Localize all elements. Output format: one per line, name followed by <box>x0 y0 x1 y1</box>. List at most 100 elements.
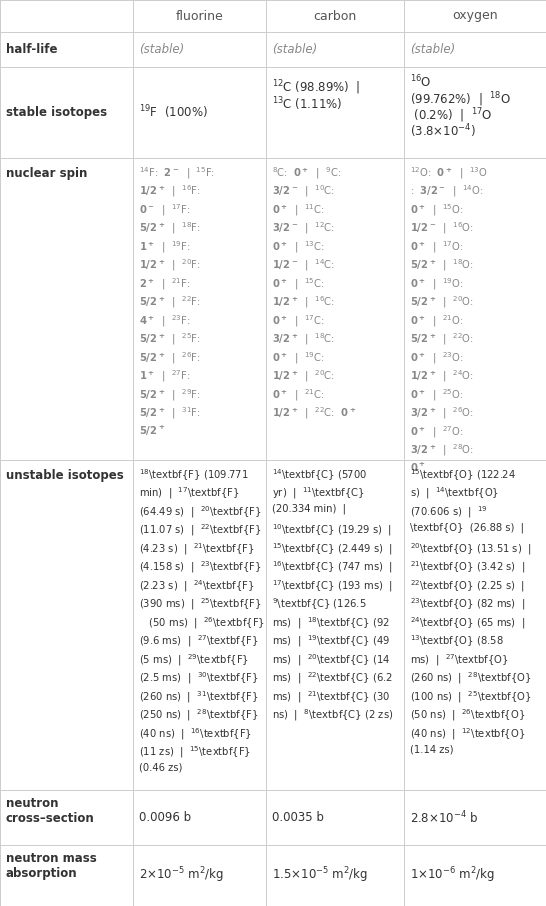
Text: $^{12}$C (98.89%)  |: $^{12}$C (98.89%) | <box>272 78 360 97</box>
Text: (0.2%)  |  $^{17}$O: (0.2%) | $^{17}$O <box>410 106 492 125</box>
Text: (99.762%)  |  $^{18}$O: (99.762%) | $^{18}$O <box>410 90 511 109</box>
Text: 0.0096 b: 0.0096 b <box>139 811 191 824</box>
Text: half-life: half-life <box>6 43 57 56</box>
Text: $\mathbf{0^+}$: $\mathbf{0^+}$ <box>410 461 425 474</box>
Text: (50 ns)  |  $^{26}$\textbf{O}: (50 ns) | $^{26}$\textbf{O} <box>410 708 525 723</box>
Text: (4.158 s)  |  $^{23}$\textbf{F}: (4.158 s) | $^{23}$\textbf{F} <box>139 560 262 575</box>
Text: (0.46 zs): (0.46 zs) <box>139 763 182 773</box>
Text: :  $\mathbf{3/2^-}$  |  $^{14}$O:: : $\mathbf{3/2^-}$ | $^{14}$O: <box>410 184 484 199</box>
Text: $^{20}$\textbf{O} (13.51 s)  |: $^{20}$\textbf{O} (13.51 s) | <box>410 541 532 557</box>
Text: (2.23 s)  |  $^{24}$\textbf{F}: (2.23 s) | $^{24}$\textbf{F} <box>139 578 255 593</box>
Text: (40 ns)  |  $^{12}$\textbf{O}: (40 ns) | $^{12}$\textbf{O} <box>410 726 525 742</box>
Text: (5 ms)  |  $^{29}$\textbf{F}: (5 ms) | $^{29}$\textbf{F} <box>139 652 249 668</box>
Text: $^{14}$F:  $\mathbf{2^-}$  |  $^{15}$F:: $^{14}$F: $\mathbf{2^-}$ | $^{15}$F: <box>139 165 215 181</box>
Text: $^{14}$\textbf{C} (5700: $^{14}$\textbf{C} (5700 <box>272 467 367 483</box>
Text: $\mathbf{5/2^+}$  |  $^{22}$O:: $\mathbf{5/2^+}$ | $^{22}$O: <box>410 332 474 347</box>
Text: $^{15}$\textbf{O} (122.24: $^{15}$\textbf{O} (122.24 <box>410 467 516 483</box>
Text: ms)  |  $^{20}$\textbf{C} (14: ms) | $^{20}$\textbf{C} (14 <box>272 652 390 668</box>
Text: (40 ns)  |  $^{16}$\textbf{F}: (40 ns) | $^{16}$\textbf{F} <box>139 726 252 742</box>
Text: $\mathbf{1/2^+}$  |  $^{20}$C:: $\mathbf{1/2^+}$ | $^{20}$C: <box>272 369 335 384</box>
Text: $\mathbf{3/2^-}$  |  $^{12}$C:: $\mathbf{3/2^-}$ | $^{12}$C: <box>272 220 335 236</box>
Text: $^{18}$\textbf{F} (109.771: $^{18}$\textbf{F} (109.771 <box>139 467 248 483</box>
Text: $\mathbf{2^+}$  |  $^{21}$F:: $\mathbf{2^+}$ | $^{21}$F: <box>139 276 190 292</box>
Text: carbon: carbon <box>313 9 357 23</box>
Text: 2$\times$10$^{-5}$ m$^2$/kg: 2$\times$10$^{-5}$ m$^2$/kg <box>139 866 224 885</box>
Text: $\mathbf{5/2^+}$  |  $^{22}$F:: $\mathbf{5/2^+}$ | $^{22}$F: <box>139 294 201 310</box>
Text: $^{15}$\textbf{C} (2.449 s)  |: $^{15}$\textbf{C} (2.449 s) | <box>272 541 393 557</box>
Text: (1.14 zs): (1.14 zs) <box>410 745 454 755</box>
Text: $\mathbf{1/2^+}$  |  $^{24}$O:: $\mathbf{1/2^+}$ | $^{24}$O: <box>410 369 474 384</box>
Text: oxygen: oxygen <box>452 9 498 23</box>
Text: $\mathbf{0^+}$  |  $^{25}$O:: $\mathbf{0^+}$ | $^{25}$O: <box>410 387 464 403</box>
Text: $\mathbf{3/2^+}$  |  $^{18}$C:: $\mathbf{3/2^+}$ | $^{18}$C: <box>272 332 335 347</box>
Text: $\mathbf{3/2^-}$  |  $^{10}$C:: $\mathbf{3/2^-}$ | $^{10}$C: <box>272 184 335 199</box>
Text: (260 ns)  |  $^{28}$\textbf{O}: (260 ns) | $^{28}$\textbf{O} <box>410 670 532 687</box>
Text: $\mathbf{1/2^-}$  |  $^{16}$O:: $\mathbf{1/2^-}$ | $^{16}$O: <box>410 220 474 236</box>
Text: (70.606 s)  |  $^{19}$: (70.606 s) | $^{19}$ <box>410 504 488 520</box>
Text: ms)  |  $^{18}$\textbf{C} (92: ms) | $^{18}$\textbf{C} (92 <box>272 615 390 631</box>
Text: $\mathbf{3/2^+}$  |  $^{26}$O:: $\mathbf{3/2^+}$ | $^{26}$O: <box>410 406 474 421</box>
Text: $\mathbf{0^+}$  |  $^{13}$C:: $\mathbf{0^+}$ | $^{13}$C: <box>272 239 324 255</box>
Text: $^{23}$\textbf{O} (82 ms)  |: $^{23}$\textbf{O} (82 ms) | <box>410 596 525 612</box>
Text: $\mathbf{5/2^+}$  |  $^{20}$O:: $\mathbf{5/2^+}$ | $^{20}$O: <box>410 294 474 310</box>
Text: $^{8}$C:  $\mathbf{0^+}$  |  $^{9}$C:: $^{8}$C: $\mathbf{0^+}$ | $^{9}$C: <box>272 165 342 181</box>
Text: $\mathbf{0^+}$  |  $^{15}$C:: $\mathbf{0^+}$ | $^{15}$C: <box>272 276 324 292</box>
Text: $^{13}$\textbf{O} (8.58: $^{13}$\textbf{O} (8.58 <box>410 633 503 649</box>
Text: (64.49 s)  |  $^{20}$\textbf{F}: (64.49 s) | $^{20}$\textbf{F} <box>139 504 262 520</box>
Text: $\mathbf{0^+}$  |  $^{21}$C:: $\mathbf{0^+}$ | $^{21}$C: <box>272 387 324 403</box>
Text: $\mathbf{1/2^+}$  |  $^{22}$C:  $\mathbf{0^+}$: $\mathbf{1/2^+}$ | $^{22}$C: $\mathbf{0^… <box>272 406 356 421</box>
Text: (250 ns)  |  $^{28}$\textbf{F}: (250 ns) | $^{28}$\textbf{F} <box>139 708 258 723</box>
Text: s)  |  $^{14}$\textbf{O}: s) | $^{14}$\textbf{O} <box>410 486 499 501</box>
Text: $^{9}$\textbf{C} (126.5: $^{9}$\textbf{C} (126.5 <box>272 596 366 612</box>
Text: 1.5$\times$10$^{-5}$ m$^2$/kg: 1.5$\times$10$^{-5}$ m$^2$/kg <box>272 866 368 885</box>
Text: (260 ns)  |  $^{31}$\textbf{F}: (260 ns) | $^{31}$\textbf{F} <box>139 689 258 705</box>
Text: $\mathbf{1/2^+}$  |  $^{20}$F:: $\mathbf{1/2^+}$ | $^{20}$F: <box>139 257 201 274</box>
Text: 2.8$\times$10$^{-4}$ b: 2.8$\times$10$^{-4}$ b <box>410 809 478 825</box>
Text: $\mathbf{0^+}$  |  $^{27}$O:: $\mathbf{0^+}$ | $^{27}$O: <box>410 424 464 439</box>
Text: (9.6 ms)  |  $^{27}$\textbf{F}: (9.6 ms) | $^{27}$\textbf{F} <box>139 633 259 650</box>
Text: $\mathbf{5/2^+}$  |  $^{25}$F:: $\mathbf{5/2^+}$ | $^{25}$F: <box>139 332 201 347</box>
Text: $\mathbf{0^+}$  |  $^{21}$O:: $\mathbf{0^+}$ | $^{21}$O: <box>410 313 464 329</box>
Text: (stable): (stable) <box>410 43 455 56</box>
Text: $\mathbf{0^+}$  |  $^{19}$C:: $\mathbf{0^+}$ | $^{19}$C: <box>272 350 324 366</box>
Text: ms)  |  $^{27}$\textbf{O}: ms) | $^{27}$\textbf{O} <box>410 652 509 668</box>
Text: $\mathbf{0^+}$  |  $^{11}$C:: $\mathbf{0^+}$ | $^{11}$C: <box>272 202 324 217</box>
Text: unstable isotopes: unstable isotopes <box>6 469 124 482</box>
Text: stable isotopes: stable isotopes <box>6 106 107 119</box>
Text: $\mathbf{1/2^-}$  |  $^{14}$C:: $\mathbf{1/2^-}$ | $^{14}$C: <box>272 257 335 274</box>
Text: (2.5 ms)  |  $^{30}$\textbf{F}: (2.5 ms) | $^{30}$\textbf{F} <box>139 670 259 687</box>
Text: $^{19}$F  (100%): $^{19}$F (100%) <box>139 103 208 121</box>
Text: (50 ms)  |  $^{26}$\textbf{F}: (50 ms) | $^{26}$\textbf{F} <box>139 615 265 631</box>
Text: $\mathbf{1^+}$  |  $^{19}$F:: $\mathbf{1^+}$ | $^{19}$F: <box>139 239 190 255</box>
Text: $^{24}$\textbf{O} (65 ms)  |: $^{24}$\textbf{O} (65 ms) | <box>410 615 525 631</box>
Text: $\mathbf{5/2^+}$  |  $^{18}$F:: $\mathbf{5/2^+}$ | $^{18}$F: <box>139 220 201 236</box>
Text: (100 ns)  |  $^{25}$\textbf{O}: (100 ns) | $^{25}$\textbf{O} <box>410 689 532 705</box>
Text: (20.334 min)  |: (20.334 min) | <box>272 504 346 515</box>
Text: $\mathbf{0^+}$  |  $^{23}$O:: $\mathbf{0^+}$ | $^{23}$O: <box>410 350 464 366</box>
Text: min)  |  $^{17}$\textbf{F}: min) | $^{17}$\textbf{F} <box>139 486 240 501</box>
Text: $\mathbf{0^+}$  |  $^{17}$C:: $\mathbf{0^+}$ | $^{17}$C: <box>272 313 324 329</box>
Text: $\mathbf{0^-}$  |  $^{17}$F:: $\mathbf{0^-}$ | $^{17}$F: <box>139 202 190 217</box>
Text: (11 zs)  |  $^{15}$\textbf{F}: (11 zs) | $^{15}$\textbf{F} <box>139 745 251 760</box>
Text: ms)  |  $^{21}$\textbf{C} (30: ms) | $^{21}$\textbf{C} (30 <box>272 689 390 705</box>
Text: \textbf{O}  (26.88 s)  |: \textbf{O} (26.88 s) | <box>410 523 524 533</box>
Text: $\mathbf{5/2^+}$  |  $^{18}$O:: $\mathbf{5/2^+}$ | $^{18}$O: <box>410 257 474 274</box>
Text: ms)  |  $^{19}$\textbf{C} (49: ms) | $^{19}$\textbf{C} (49 <box>272 633 390 650</box>
Text: $\mathbf{0^+}$  |  $^{15}$O:: $\mathbf{0^+}$ | $^{15}$O: <box>410 202 464 217</box>
Text: fluorine: fluorine <box>176 9 223 23</box>
Text: $\mathbf{4^+}$  |  $^{23}$F:: $\mathbf{4^+}$ | $^{23}$F: <box>139 313 190 329</box>
Text: $^{13}$C (1.11%): $^{13}$C (1.11%) <box>272 95 342 112</box>
Text: (11.07 s)  |  $^{22}$\textbf{F}: (11.07 s) | $^{22}$\textbf{F} <box>139 523 262 538</box>
Text: 1$\times$10$^{-6}$ m$^2$/kg: 1$\times$10$^{-6}$ m$^2$/kg <box>410 866 495 885</box>
Text: 0.0035 b: 0.0035 b <box>272 811 324 824</box>
Text: ns)  |  $^{8}$\textbf{C} (2 zs): ns) | $^{8}$\textbf{C} (2 zs) <box>272 708 394 723</box>
Text: (4.23 s)  |  $^{21}$\textbf{F}: (4.23 s) | $^{21}$\textbf{F} <box>139 541 255 557</box>
Text: $\mathbf{5/2^+}$  |  $^{29}$F:: $\mathbf{5/2^+}$ | $^{29}$F: <box>139 387 201 403</box>
Text: $\mathbf{1^+}$  |  $^{27}$F:: $\mathbf{1^+}$ | $^{27}$F: <box>139 369 190 384</box>
Text: neutron
cross–section: neutron cross–section <box>6 797 95 825</box>
Text: ms)  |  $^{22}$\textbf{C} (6.2: ms) | $^{22}$\textbf{C} (6.2 <box>272 670 393 687</box>
Text: (390 ms)  |  $^{25}$\textbf{F}: (390 ms) | $^{25}$\textbf{F} <box>139 596 262 612</box>
Text: $\mathbf{0^+}$  |  $^{17}$O:: $\mathbf{0^+}$ | $^{17}$O: <box>410 239 464 255</box>
Text: $^{17}$\textbf{C} (193 ms)  |: $^{17}$\textbf{C} (193 ms) | <box>272 578 393 593</box>
Text: $^{21}$\textbf{O} (3.42 s)  |: $^{21}$\textbf{O} (3.42 s) | <box>410 560 525 575</box>
